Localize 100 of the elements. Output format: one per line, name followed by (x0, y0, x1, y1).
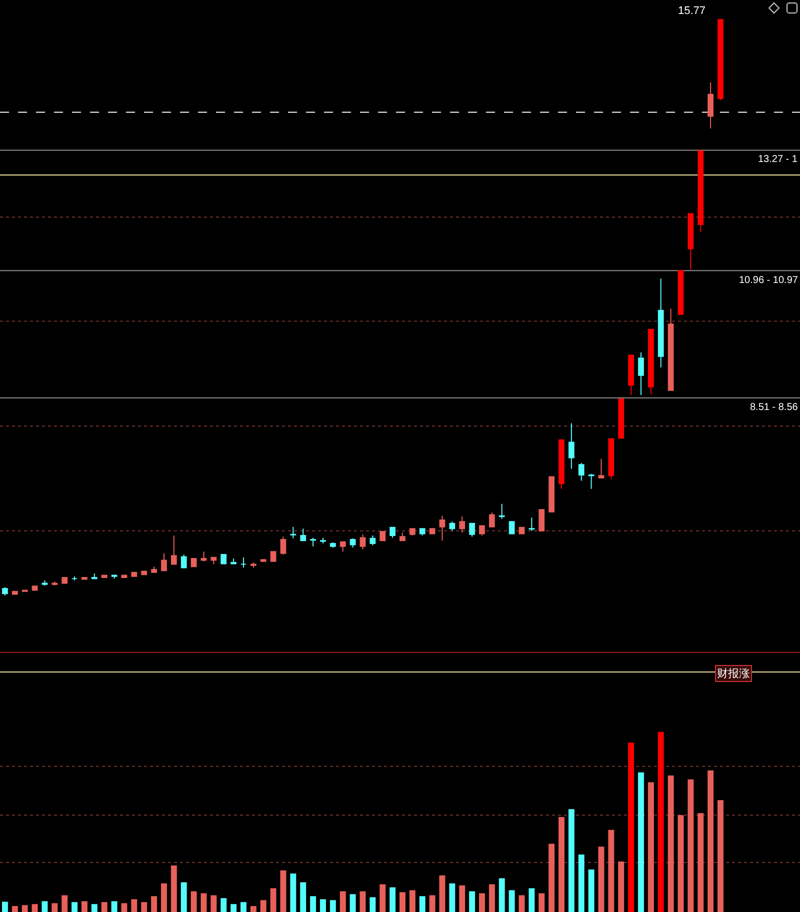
bar (131, 899, 138, 912)
candlestick (469, 522, 475, 538)
candlestick (439, 515, 446, 542)
bar (648, 782, 654, 912)
bar (200, 893, 207, 912)
candlestick (72, 576, 78, 581)
candlestick (488, 512, 495, 528)
bar (81, 901, 88, 912)
candlestick (558, 439, 564, 490)
candlestick (260, 559, 266, 562)
candlestick (121, 574, 128, 578)
bar (12, 906, 18, 912)
bar (528, 888, 535, 912)
candlestick (340, 541, 346, 552)
candlestick (330, 542, 336, 548)
bar (538, 893, 545, 912)
bar (42, 901, 48, 912)
candlestick (688, 213, 694, 270)
bar (380, 884, 386, 912)
candlestick (210, 556, 217, 565)
bar (419, 896, 426, 912)
bar (518, 895, 525, 912)
candlestick (290, 526, 296, 539)
candlestick (91, 572, 98, 580)
bar (240, 902, 246, 912)
bar (708, 770, 714, 912)
candlestick (678, 270, 684, 315)
bar (62, 895, 68, 912)
candlestick (568, 422, 574, 470)
text: 财报涨 (717, 667, 750, 680)
candlestick (52, 581, 58, 586)
candlestick (300, 528, 306, 542)
bar (121, 903, 128, 912)
bar (409, 890, 416, 912)
candlestick (151, 566, 157, 573)
bar (698, 813, 704, 912)
candlestick (628, 354, 634, 396)
candlestick (419, 528, 426, 536)
bar (170, 866, 177, 912)
bar (320, 899, 326, 912)
candlestick (528, 517, 535, 532)
candlestick (270, 551, 276, 562)
bar (290, 873, 296, 912)
candlestick (708, 82, 714, 129)
candlestick (498, 503, 505, 520)
candlestick (240, 556, 246, 568)
candlestick (409, 528, 416, 536)
candlestick (141, 570, 148, 576)
bar (180, 882, 187, 912)
candlestick (638, 352, 644, 396)
bar (160, 883, 167, 912)
candlestick (608, 438, 614, 480)
text: 13.27 - 1 (758, 154, 798, 165)
bar (638, 772, 644, 912)
bar (618, 862, 624, 912)
candlestick (62, 577, 68, 584)
bar (32, 904, 38, 912)
candlestick (459, 516, 466, 534)
candlestick (320, 537, 326, 544)
candlestick (180, 554, 187, 569)
candlestick (718, 19, 724, 101)
candlestick (250, 562, 256, 568)
candlestick (518, 526, 525, 534)
candlestick (548, 476, 554, 512)
text: 8.51 - 8.56 (750, 402, 798, 413)
bar (52, 903, 58, 912)
candlestick (698, 150, 704, 233)
candlestick (350, 538, 356, 548)
candlestick (190, 558, 197, 568)
candlestick (598, 458, 604, 478)
bar (439, 875, 446, 912)
candlestick (310, 537, 316, 547)
bar (548, 844, 555, 912)
bar (210, 895, 217, 912)
bar (151, 896, 158, 912)
bar (678, 815, 684, 912)
bar (270, 888, 276, 912)
candlestick (479, 525, 485, 536)
bar (718, 800, 724, 912)
bar (300, 882, 306, 912)
candlestick (380, 530, 386, 542)
bar (498, 878, 505, 912)
candlestick (230, 558, 236, 565)
candlestick (400, 532, 406, 542)
candlestick (618, 398, 624, 440)
bar (598, 846, 604, 912)
bar (628, 742, 634, 912)
bar (91, 904, 98, 912)
candlestick (2, 586, 8, 596)
candlestick (538, 509, 545, 532)
candlestick (648, 328, 654, 395)
bar (469, 891, 476, 912)
bar (350, 894, 356, 912)
bar (459, 885, 466, 912)
candlestick (449, 521, 456, 532)
bar (588, 869, 594, 912)
candlestick (161, 552, 167, 572)
bar (22, 905, 28, 912)
candlestick (170, 534, 177, 565)
candlestick (658, 278, 664, 368)
